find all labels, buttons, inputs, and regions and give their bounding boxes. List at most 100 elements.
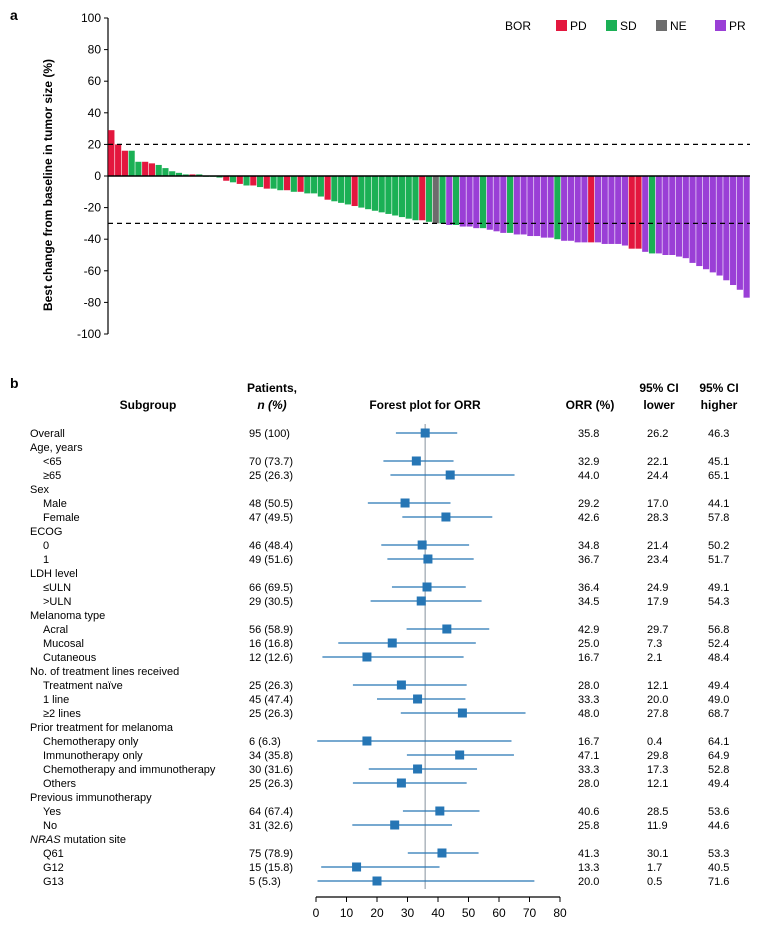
- orr-value: 25.0: [578, 638, 599, 650]
- x-tick-label: 0: [313, 906, 320, 920]
- y-tick-label: 40: [88, 106, 102, 120]
- ci-lower-value: 17.9: [647, 596, 668, 608]
- waterfall-bar: [635, 176, 642, 249]
- waterfall-bar: [439, 176, 446, 224]
- subgroup-label: Others: [43, 778, 77, 790]
- ci-higher-value: 44.6: [708, 820, 729, 832]
- waterfall-bar: [338, 176, 345, 203]
- orr-point: [411, 456, 421, 466]
- ci-higher-value: 53.3: [708, 848, 729, 860]
- waterfall-legend: BOR PD SD NE PR: [505, 19, 746, 33]
- waterfall-bar: [317, 176, 324, 197]
- waterfall-bar: [527, 176, 534, 237]
- waterfall-bar: [736, 176, 743, 290]
- orr-value: 20.0: [578, 876, 599, 888]
- waterfall-bar: [425, 176, 433, 222]
- waterfall-bar: [365, 176, 372, 210]
- waterfall-bar: [432, 176, 439, 224]
- patients-value: 75 (78.9): [249, 848, 293, 860]
- subgroup-label: G12: [43, 862, 64, 874]
- ci-higher-value: 50.2: [708, 540, 729, 552]
- waterfall-bar: [121, 150, 128, 176]
- panel-a-label: a: [10, 7, 18, 23]
- orr-point: [417, 540, 427, 550]
- waterfall-bars: [108, 130, 750, 298]
- waterfall-bar: [452, 176, 460, 225]
- patients-value: 66 (69.5): [249, 582, 293, 594]
- subgroup-label: ≤ULN: [43, 582, 71, 594]
- waterfall-bar: [216, 176, 223, 178]
- ci-higher-value: 49.4: [708, 680, 729, 692]
- ci-lower-value: 17.0: [647, 498, 668, 510]
- x-tick-label: 70: [523, 906, 537, 920]
- subgroup-label: Chemotherapy and immunotherapy: [43, 764, 216, 776]
- waterfall-bar: [554, 176, 561, 240]
- waterfall-bar: [108, 130, 115, 176]
- waterfall-bar: [601, 176, 608, 244]
- waterfall-bar: [588, 176, 595, 243]
- orr-value: 33.3: [578, 764, 599, 776]
- waterfall-bar: [419, 176, 426, 221]
- orr-point: [445, 470, 455, 480]
- waterfall-bar: [148, 163, 156, 176]
- waterfall-chart: a Best change from baseline in tumor siz…: [10, 7, 750, 341]
- orr-point: [362, 736, 372, 746]
- waterfall-bar: [290, 176, 297, 192]
- orr-value: 35.8: [578, 428, 599, 440]
- orr-value: 29.2: [578, 498, 599, 510]
- waterfall-bar: [115, 144, 122, 176]
- orr-point: [396, 680, 406, 690]
- x-tick-label: 40: [431, 906, 445, 920]
- legend-label: NE: [670, 19, 687, 33]
- header-ci-lower-line2: lower: [643, 398, 675, 412]
- legend-title: BOR: [505, 19, 531, 33]
- waterfall-bar: [648, 176, 656, 254]
- ci-lower-value: 27.8: [647, 708, 668, 720]
- orr-value: 42.9: [578, 624, 599, 636]
- waterfall-bar: [155, 164, 162, 176]
- waterfall-bar: [162, 168, 169, 176]
- orr-point: [372, 876, 382, 886]
- waterfall-bar: [236, 176, 243, 184]
- orr-point: [413, 694, 423, 704]
- ci-lower-value: 7.3: [647, 638, 662, 650]
- waterfall-bar: [716, 176, 723, 276]
- waterfall-bar: [561, 176, 568, 241]
- orr-point: [362, 652, 372, 662]
- header-patients-line2: n (%): [257, 398, 286, 412]
- subgroup-label: Treatment naïve: [43, 680, 123, 692]
- orr-value: 40.6: [578, 806, 599, 818]
- orr-point: [457, 708, 467, 718]
- x-tick-label: 50: [462, 906, 476, 920]
- subgroup-label: No: [43, 820, 57, 832]
- patients-value: 16 (16.8): [249, 638, 293, 650]
- waterfall-bar: [392, 176, 399, 216]
- waterfall-bar: [743, 176, 750, 298]
- waterfall-bar: [466, 176, 473, 227]
- orr-point: [435, 806, 445, 816]
- ci-lower-value: 29.8: [647, 750, 668, 762]
- ci-lower-value: 0.4: [647, 736, 662, 748]
- orr-point: [455, 750, 465, 760]
- subgroup-header: NRAS mutation site: [30, 834, 126, 846]
- ci-lower-value: 1.7: [647, 862, 662, 874]
- waterfall-bar: [358, 176, 365, 208]
- ci-lower-value: 29.7: [647, 624, 668, 636]
- waterfall-bar: [182, 174, 189, 176]
- orr-value: 34.8: [578, 540, 599, 552]
- ci-lower-value: 22.1: [647, 456, 668, 468]
- patients-value: 47 (49.5): [249, 512, 293, 524]
- waterfall-bar: [331, 176, 338, 202]
- subgroup-label: >ULN: [43, 596, 71, 608]
- waterfall-bar: [459, 176, 466, 227]
- waterfall-bar: [507, 176, 514, 233]
- ci-higher-value: 53.6: [708, 806, 729, 818]
- waterfall-y-axis: 100 80 60 40 20 0 -20 -40 -60 -80 -100: [77, 11, 109, 341]
- legend-label: SD: [620, 19, 637, 33]
- patients-value: 95 (100): [249, 428, 290, 440]
- legend-swatch: [715, 20, 726, 31]
- waterfall-bar: [608, 176, 615, 244]
- ci-lower-value: 23.4: [647, 554, 668, 566]
- patients-value: 29 (30.5): [249, 596, 293, 608]
- waterfall-bar: [669, 176, 676, 255]
